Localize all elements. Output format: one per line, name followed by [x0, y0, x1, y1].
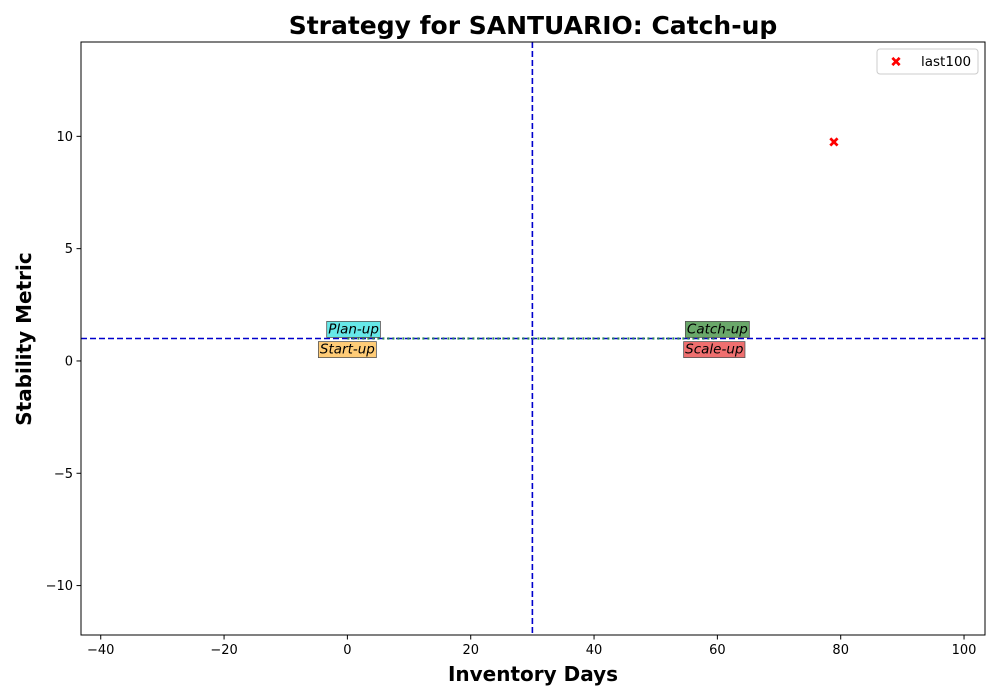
- quadrant-label: Start-up: [320, 342, 375, 358]
- y-axis-label: Stability Metric: [12, 252, 36, 426]
- x-tick-label: −40: [87, 643, 114, 658]
- legend-marker: [891, 56, 901, 67]
- legend-label: last100: [921, 54, 971, 70]
- quadrant-label: Scale-up: [685, 342, 743, 358]
- x-tick-label: 60: [709, 643, 726, 658]
- x-tick-label: −20: [210, 643, 237, 658]
- y-tick-label: 5: [65, 242, 73, 257]
- x-tick-label: 100: [952, 643, 977, 658]
- plot-area: Plan-up Start-up Catch-up Scale-up −40 −20 0 20…: [46, 41, 986, 658]
- x-tick-label: 20: [462, 643, 479, 658]
- x-tick-label: 80: [832, 643, 849, 658]
- y-tick-label: −10: [46, 579, 73, 594]
- y-tick-label: −5: [54, 467, 73, 482]
- x-axis-label: Inventory Days: [448, 662, 618, 686]
- y-tick-label: 10: [56, 130, 73, 145]
- data-point-last100: [829, 137, 839, 147]
- quadrant-label-box: [683, 341, 746, 359]
- quadrant-label-box: [684, 320, 750, 338]
- quadrant-label: Catch-up: [687, 321, 748, 337]
- chart-title: Strategy for SANTUARIO: Catch-up: [289, 11, 778, 40]
- x-tick-label: 40: [586, 643, 603, 658]
- legend-box: [876, 48, 979, 75]
- axes-frame: [80, 41, 986, 636]
- x-tick-label: 0: [343, 643, 351, 658]
- quadrant-label-box: [317, 341, 377, 359]
- quadrant-label-box: [326, 320, 381, 338]
- quadrant-label: Plan-up: [328, 321, 379, 337]
- y-tick-label: 0: [65, 354, 73, 369]
